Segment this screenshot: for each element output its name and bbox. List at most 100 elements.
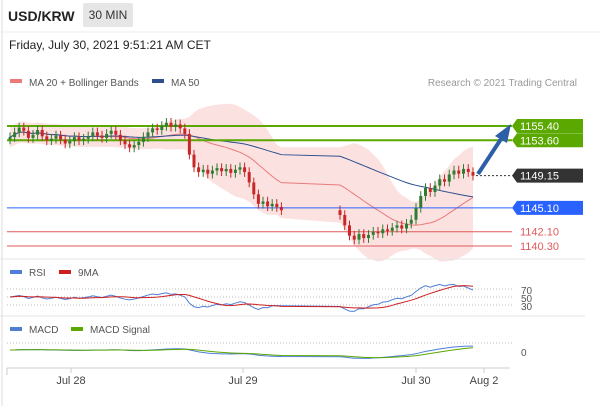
rsi-ma-legend-label: 9MA xyxy=(78,268,99,279)
candle xyxy=(31,129,35,143)
candle xyxy=(462,164,465,179)
candle xyxy=(362,229,366,243)
candle xyxy=(123,135,127,150)
candle xyxy=(466,164,470,177)
candle xyxy=(183,123,187,139)
rsi-level-70: 70 xyxy=(521,286,533,297)
candle xyxy=(114,126,118,140)
rsi-level-50: 50 xyxy=(521,294,533,305)
symbol-title: USD/KRW xyxy=(8,8,75,24)
candle xyxy=(160,121,164,135)
candle xyxy=(447,169,451,187)
candle xyxy=(367,230,370,243)
candle xyxy=(26,126,30,143)
candle xyxy=(438,174,442,191)
candle xyxy=(220,163,224,177)
candle xyxy=(266,196,270,212)
macd-signal-line xyxy=(9,347,474,359)
candle xyxy=(233,164,237,178)
candle xyxy=(352,230,356,245)
candle xyxy=(72,132,76,146)
candle xyxy=(210,165,214,179)
resistance-1-label: 1153.60 xyxy=(520,135,559,147)
ma20-legend-label: MA 20 + Bollinger Bands xyxy=(29,78,139,89)
x-axis: Jul 28 Jul 29 Jul 30 Aug 2 xyxy=(56,368,498,387)
support-1-label: 1142.10 xyxy=(520,227,559,239)
candle xyxy=(22,122,26,136)
last-price-label: 1149.15 xyxy=(520,171,559,183)
bollinger-area xyxy=(10,103,473,262)
candle xyxy=(270,199,274,212)
rsi-panel xyxy=(7,283,512,312)
pivot-label: 1145.10 xyxy=(520,203,559,215)
macd-zero-label: 0 xyxy=(521,348,527,359)
candle xyxy=(395,220,399,233)
candle xyxy=(63,134,67,149)
candle xyxy=(178,119,182,134)
x-tick-label: Aug 2 xyxy=(470,375,499,387)
candle xyxy=(443,174,446,187)
candle xyxy=(452,165,456,180)
candle xyxy=(424,183,427,201)
rsi-ma-line xyxy=(9,285,474,309)
candle xyxy=(192,149,196,173)
macd-panel xyxy=(7,342,512,359)
candle xyxy=(419,191,423,213)
candle xyxy=(141,132,145,147)
support-2-label: 1140.30 xyxy=(520,241,559,253)
bollinger-band xyxy=(10,103,473,262)
ma50-legend-swatch xyxy=(152,79,164,83)
candle xyxy=(357,229,361,245)
macd-signal-legend-label: MACD Signal xyxy=(90,325,150,336)
price-levels xyxy=(7,125,512,247)
candle xyxy=(54,130,58,144)
candle xyxy=(151,123,155,138)
candle xyxy=(256,189,260,209)
candle xyxy=(132,140,136,153)
macd-signal-legend-swatch xyxy=(71,327,83,331)
candle xyxy=(243,162,247,177)
candle xyxy=(8,132,12,145)
candle xyxy=(247,167,251,188)
candle xyxy=(215,163,219,176)
candle xyxy=(400,220,404,234)
pivot-label-bg xyxy=(512,200,583,215)
candle xyxy=(91,127,95,142)
candle xyxy=(343,210,347,231)
candle xyxy=(45,131,49,146)
candlesticks xyxy=(8,118,475,245)
x-tick-label: Jul 30 xyxy=(401,375,430,387)
candle xyxy=(386,224,389,236)
candle xyxy=(17,122,21,138)
candle xyxy=(348,220,351,241)
rsi-legend-swatch xyxy=(10,270,22,274)
resistance-2-label: 1155.40 xyxy=(520,121,559,133)
candle xyxy=(59,130,63,145)
timeframe-button[interactable]: 30 MIN xyxy=(83,3,133,27)
candle xyxy=(36,125,40,140)
candle xyxy=(471,167,475,181)
resistance-1-label-bg xyxy=(512,133,583,148)
candle xyxy=(279,202,283,216)
rsi-ma-legend-swatch xyxy=(59,270,71,274)
macd-legend-label: MACD xyxy=(29,325,58,336)
timestamp: Friday, July 30, 2021 9:51:21 AM CET xyxy=(9,38,211,52)
candle xyxy=(381,224,385,239)
candle xyxy=(174,119,178,132)
price-labels: 1155.40 1153.60 1149.15 1145.10 1142.10 1140.… xyxy=(512,119,583,253)
candle xyxy=(49,133,53,146)
candle xyxy=(376,226,380,239)
candle xyxy=(390,222,394,236)
rsi-level-30: 30 xyxy=(521,302,533,313)
candle xyxy=(206,164,210,179)
candle xyxy=(457,165,461,179)
candle xyxy=(40,125,44,142)
candle xyxy=(100,130,104,143)
candle xyxy=(371,226,375,240)
candle xyxy=(252,177,256,200)
candle xyxy=(414,203,418,225)
candle xyxy=(229,164,233,178)
candle xyxy=(428,183,432,197)
candle xyxy=(82,133,86,146)
